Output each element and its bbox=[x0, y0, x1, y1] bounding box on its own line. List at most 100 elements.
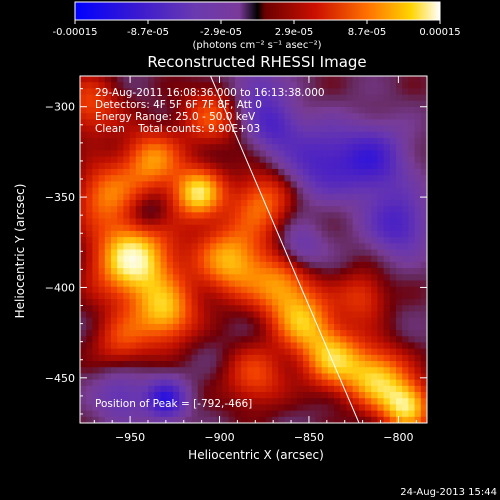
heatmap-cell bbox=[383, 175, 391, 182]
heatmap-cell bbox=[197, 230, 205, 238]
heatmap-cell bbox=[272, 348, 279, 356]
heatmap-cell bbox=[191, 330, 199, 337]
heatmap-cell bbox=[321, 137, 329, 145]
heatmap-cell bbox=[290, 317, 298, 325]
heatmap-cell bbox=[191, 255, 199, 263]
heatmap-cell bbox=[327, 398, 335, 406]
heatmap-cell bbox=[253, 76, 261, 83]
heatmap-cell bbox=[148, 82, 155, 89]
heatmap-cell bbox=[197, 323, 205, 331]
heatmap-cell bbox=[352, 311, 360, 319]
heatmap-cell bbox=[160, 181, 168, 189]
heatmap-cell bbox=[135, 379, 143, 387]
heatmap-cell bbox=[86, 218, 93, 226]
heatmap-cell bbox=[80, 76, 87, 83]
heatmap-cell bbox=[321, 150, 329, 158]
heatmap-cell bbox=[154, 305, 162, 313]
heatmap-cell bbox=[98, 392, 106, 399]
heatmap-cell bbox=[135, 212, 143, 220]
heatmap-cell bbox=[216, 392, 224, 399]
heatmap-cell bbox=[234, 261, 242, 269]
heatmap-cell bbox=[352, 131, 360, 139]
heatmap-cell bbox=[123, 162, 131, 170]
heatmap-cell bbox=[247, 199, 255, 207]
heatmap-cell bbox=[402, 398, 410, 406]
heatmap-cell bbox=[408, 94, 416, 102]
heatmap-cell bbox=[228, 88, 236, 96]
heatmap-cell bbox=[154, 100, 162, 108]
heatmap-cell bbox=[334, 156, 341, 164]
heatmap-cell bbox=[80, 367, 87, 375]
heatmap-cell bbox=[104, 193, 112, 201]
heatmap-cell bbox=[334, 199, 341, 207]
heatmap-cell bbox=[179, 354, 186, 362]
heatmap-cell bbox=[154, 292, 162, 300]
heatmap-cell bbox=[117, 398, 124, 406]
heatmap-cell bbox=[117, 237, 124, 244]
heatmap-cell bbox=[104, 342, 112, 350]
heatmap-cell bbox=[98, 311, 106, 319]
heatmap-cell bbox=[396, 76, 403, 83]
heatmap-cell bbox=[352, 243, 360, 251]
heatmap-cell bbox=[203, 187, 211, 195]
heatmap-cell bbox=[210, 392, 217, 399]
heatmap-cell bbox=[414, 336, 422, 344]
heatmap-cell bbox=[420, 150, 427, 158]
heatmap-cell bbox=[92, 131, 100, 139]
heatmap-cell bbox=[80, 292, 87, 300]
heatmap-cell bbox=[110, 137, 118, 145]
heatmap-cell bbox=[210, 137, 217, 145]
heatmap-cell bbox=[303, 137, 310, 145]
heatmap-cell bbox=[278, 342, 286, 350]
heatmap-cell bbox=[315, 392, 323, 399]
heatmap-cell bbox=[309, 212, 317, 220]
heatmap-cell bbox=[203, 113, 211, 120]
heatmap-cell bbox=[80, 336, 87, 344]
heatmap-cell bbox=[135, 336, 143, 344]
heatmap-cell bbox=[210, 354, 217, 362]
heatmap-cell bbox=[191, 230, 199, 238]
heatmap-cell bbox=[154, 193, 162, 201]
heatmap-cell bbox=[259, 113, 267, 120]
heatmap-cell bbox=[129, 131, 137, 139]
heatmap-cell bbox=[290, 280, 298, 288]
heatmap-cell bbox=[123, 94, 131, 102]
heatmap-cell bbox=[123, 305, 131, 313]
heatmap-cell bbox=[327, 361, 335, 368]
heatmap-cell bbox=[154, 181, 162, 189]
heatmap-cell bbox=[340, 162, 348, 170]
heatmap-cell bbox=[396, 224, 403, 232]
heatmap-cell bbox=[340, 385, 348, 393]
heatmap-cell bbox=[216, 373, 224, 381]
heatmap-cell bbox=[141, 354, 149, 362]
heatmap-cell bbox=[141, 255, 149, 263]
heatmap-cell bbox=[135, 311, 143, 319]
heatmap-cell bbox=[247, 367, 255, 375]
heatmap-cell bbox=[253, 230, 261, 238]
heatmap-cell bbox=[86, 175, 93, 182]
heatmap-cell bbox=[185, 317, 193, 325]
heatmap-cell bbox=[278, 212, 286, 220]
heatmap-cell bbox=[234, 317, 242, 325]
heatmap-cell bbox=[241, 168, 248, 176]
heatmap-cell bbox=[259, 361, 267, 368]
heatmap-cell bbox=[172, 398, 180, 406]
heatmap-cell bbox=[135, 82, 143, 89]
heatmap-cell bbox=[340, 416, 348, 423]
heatmap-cell bbox=[129, 342, 137, 350]
heatmap-cell bbox=[135, 144, 143, 151]
heatmap-cell bbox=[80, 162, 87, 170]
heatmap-cell bbox=[402, 342, 410, 350]
heatmap-cell bbox=[402, 94, 410, 102]
heatmap-cell bbox=[92, 410, 100, 418]
heatmap-cell bbox=[228, 255, 236, 263]
heatmap-cell bbox=[222, 175, 230, 182]
heatmap-cell bbox=[216, 106, 224, 114]
heatmap-cell bbox=[98, 323, 106, 331]
heatmap-cell bbox=[191, 156, 199, 164]
heatmap-cell bbox=[141, 379, 149, 387]
heatmap-cell bbox=[296, 305, 304, 313]
heatmap-cell bbox=[86, 348, 93, 356]
heatmap-cell bbox=[154, 243, 162, 251]
heatmap-cell bbox=[278, 367, 286, 375]
